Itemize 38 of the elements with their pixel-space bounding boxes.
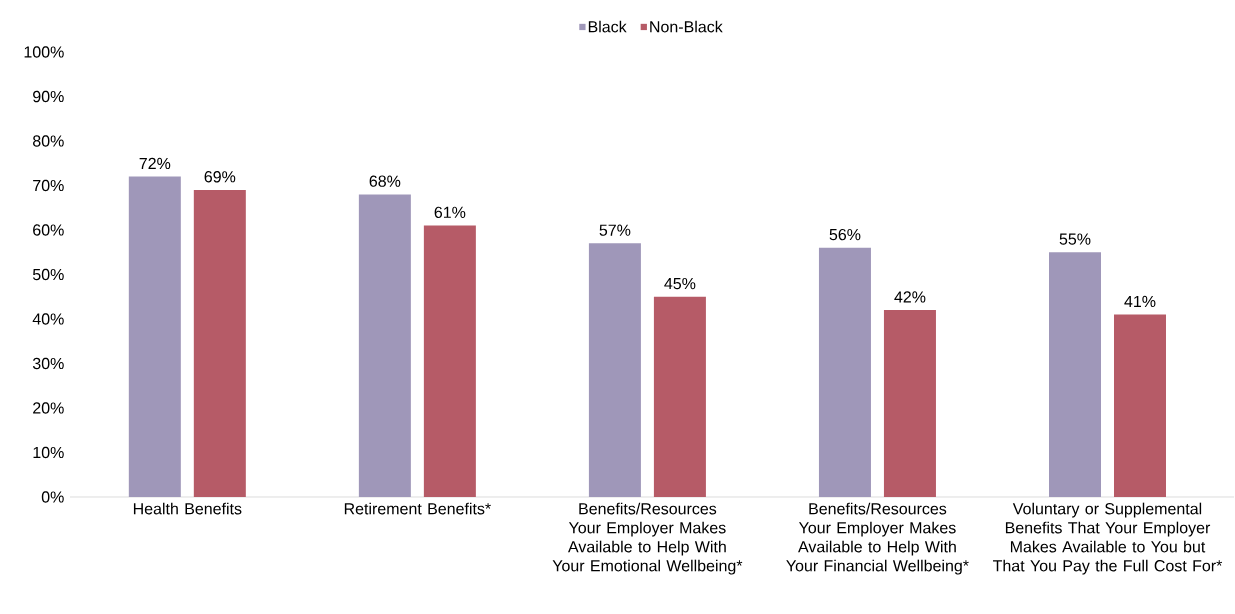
data-label: 41%	[1124, 295, 1156, 308]
y-tick-label: 100%	[24, 46, 64, 58]
data-label: 69%	[204, 171, 236, 183]
y-tick-label: 10%	[33, 446, 64, 459]
data-label: 55%	[1059, 233, 1091, 245]
y-tick-label: 0%	[41, 491, 64, 503]
y-tick-label: 90%	[33, 90, 64, 103]
data-label: 68%	[369, 175, 401, 187]
bar	[818, 247, 871, 497]
x-tick-label: Voluntary or Supplemental Benefits That Your Employer Makes Available to You but That You Pay the Full Cost For*	[992, 502, 1223, 575]
bar	[588, 243, 641, 497]
bar	[653, 296, 706, 497]
x-tick-label: Benefits/Resources Your Employer Makes Available to Help With Your Financial Wellbeing*	[786, 502, 969, 575]
data-label: 45%	[664, 277, 696, 290]
data-label: 72%	[139, 157, 171, 170]
x-tick-label: Benefits/Resources Your Employer Makes Available to Help With Your Emotional Wellbeing*	[552, 502, 743, 575]
legend-label: Black	[588, 20, 627, 33]
legend-label: Non-Black	[650, 20, 723, 33]
y-tick-label: 80%	[33, 135, 64, 147]
data-label: 57%	[599, 224, 631, 236]
y-tick-label: 50%	[32, 268, 64, 281]
data-label: 42%	[894, 291, 926, 303]
bar	[358, 194, 411, 497]
y-tick-label: 40%	[32, 313, 64, 325]
bar	[128, 176, 181, 497]
bar	[1114, 314, 1166, 497]
x-tick-label: Health Benefits	[133, 502, 242, 515]
data-label: 61%	[434, 206, 466, 219]
y-tick-label: 20%	[33, 402, 64, 414]
data-label: 56%	[829, 228, 861, 241]
x-tick-label: Retirement Benefits*	[344, 502, 491, 515]
bar	[883, 310, 936, 497]
y-tick-label: 60%	[33, 224, 64, 236]
bar	[423, 225, 476, 497]
y-tick-label: 70%	[33, 179, 64, 192]
y-tick-label: 30%	[32, 357, 64, 370]
bar	[193, 189, 246, 497]
bar	[1049, 252, 1101, 497]
